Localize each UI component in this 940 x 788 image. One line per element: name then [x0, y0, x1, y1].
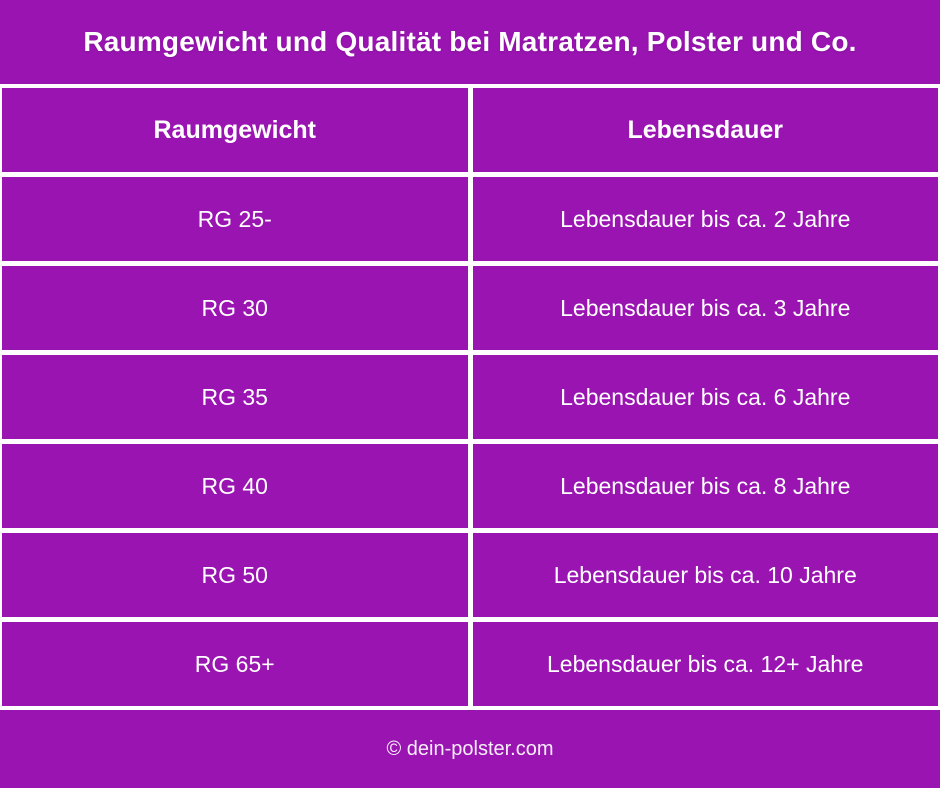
cell-lifespan-value: Lebensdauer bis ca. 8 Jahre [472, 444, 938, 528]
page-title: Raumgewicht und Qualität bei Matratzen, … [83, 26, 857, 57]
footer-band: © dein-polster.com [0, 710, 940, 788]
copyright-credit: © dein-polster.com [386, 737, 554, 760]
cell-rg-value: RG 25- [2, 177, 468, 261]
column-header-raumgewicht: Raumgewicht [2, 88, 468, 172]
cell-lifespan-value: Lebensdauer bis ca. 3 Jahre [472, 266, 938, 350]
cell-lifespan-value: Lebensdauer bis ca. 12+ Jahre [472, 622, 938, 706]
cell-rg-value: RG 35 [2, 355, 468, 439]
cell-rg-value: RG 30 [2, 266, 468, 350]
column-header-lebensdauer: Lebensdauer [472, 88, 938, 172]
cell-rg-value: RG 40 [2, 444, 468, 528]
cell-lifespan-value: Lebensdauer bis ca. 6 Jahre [472, 355, 938, 439]
raumgewicht-table: Raumgewicht Lebensdauer RG 25- Lebensdau… [0, 84, 940, 710]
title-band: Raumgewicht und Qualität bei Matratzen, … [0, 0, 940, 84]
cell-lifespan-value: Lebensdauer bis ca. 2 Jahre [472, 177, 938, 261]
cell-rg-value: RG 65+ [2, 622, 468, 706]
cell-lifespan-value: Lebensdauer bis ca. 10 Jahre [472, 533, 938, 617]
cell-rg-value: RG 50 [2, 533, 468, 617]
